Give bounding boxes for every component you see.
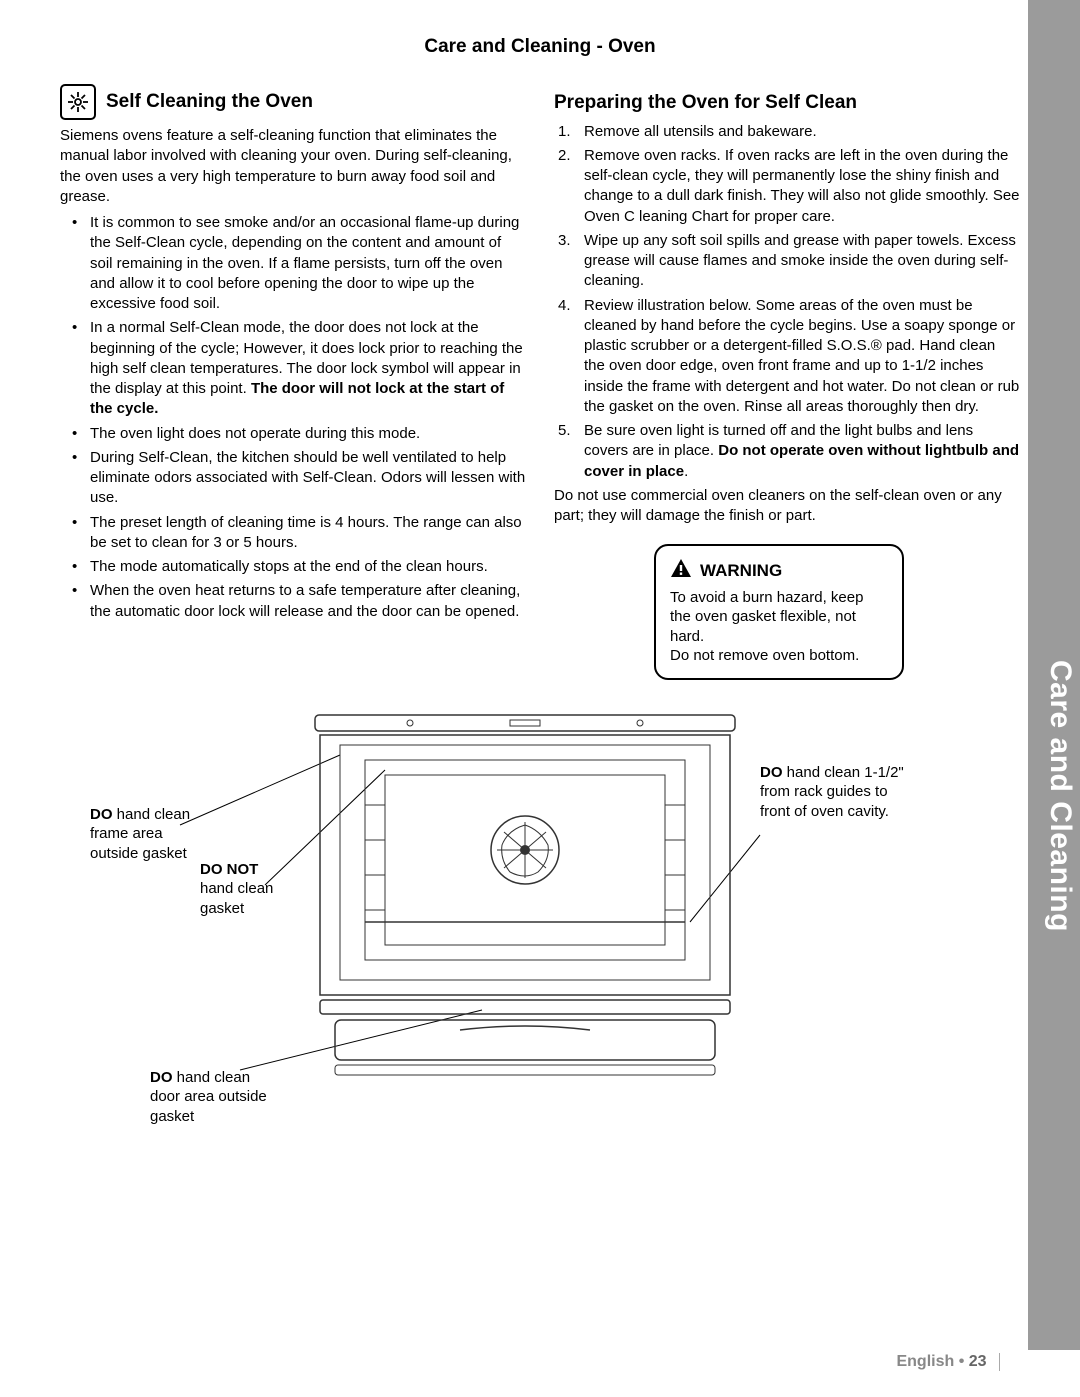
left-column: Self Cleaning the Oven Siemens ovens fea… — [60, 84, 526, 680]
footer-language: English • — [896, 1353, 964, 1370]
footer-page-number: 23 — [969, 1353, 987, 1370]
self-clean-icon — [60, 84, 96, 120]
callout-rack-guides: DO hand clean 1-1/2" from rack guides to… — [760, 763, 910, 822]
self-clean-intro: Siemens ovens feature a self-cleaning fu… — [60, 126, 526, 207]
warning-icon — [670, 558, 692, 584]
warning-line-2: Do not remove oven bottom. — [670, 646, 888, 666]
callout-frame: DO hand clean frame area outside gasket — [90, 805, 200, 864]
prepare-steps: 1.Remove all utensils and bakeware. 2.Re… — [554, 122, 1020, 482]
self-clean-heading-row: Self Cleaning the Oven — [60, 84, 526, 120]
warning-line-1: To avoid a burn hazard, keep the oven ga… — [670, 588, 888, 647]
step-3: 3.Wipe up any soft soil spills and greas… — [554, 231, 1020, 292]
bullet-2: In a normal Self-Clean mode, the door do… — [60, 318, 526, 419]
two-column-layout: Self Cleaning the Oven Siemens ovens fea… — [60, 84, 1020, 680]
prepare-outro: Do not use commercial oven cleaners on t… — [554, 486, 1020, 527]
callout-gasket: DO NOT hand clean gasket — [200, 860, 280, 919]
bullet-1: It is common to see smoke and/or an occa… — [60, 213, 526, 314]
oven-diagram — [310, 710, 740, 1080]
page-footer: English • 23 — [896, 1353, 1000, 1371]
right-column: Preparing the Oven for Self Clean 1.Remo… — [554, 84, 1020, 680]
step-1: 1.Remove all utensils and bakeware. — [554, 122, 1020, 142]
page-header: Care and Cleaning - Oven — [60, 36, 1020, 58]
self-clean-bullets: It is common to see smoke and/or an occa… — [60, 213, 526, 622]
step-5: 5.Be sure oven light is turned off and t… — [554, 421, 1020, 482]
page-content: Care and Cleaning - Oven — [0, 0, 1080, 1180]
warning-box: WARNING To avoid a burn hazard, keep the… — [654, 544, 904, 680]
step-2: 2.Remove oven racks. If oven racks are l… — [554, 146, 1020, 227]
bullet-5: The preset length of cleaning time is 4 … — [60, 513, 526, 554]
oven-illustration: DO hand clean frame area outside gasket … — [60, 710, 1020, 1140]
bullet-7: When the oven heat returns to a safe tem… — [60, 581, 526, 622]
prepare-title: Preparing the Oven for Self Clean — [554, 90, 1020, 116]
step-4: 4.Review illustration below. Some areas … — [554, 296, 1020, 418]
bullet-3: The oven light does not operate during t… — [60, 424, 526, 444]
warning-title: WARNING — [700, 560, 782, 582]
self-clean-title: Self Cleaning the Oven — [106, 89, 313, 115]
bullet-4: During Self-Clean, the kitchen should be… — [60, 448, 526, 509]
bullet-6: The mode automatically stops at the end … — [60, 557, 526, 577]
callout-door: DO hand clean door area outside gasket — [150, 1068, 270, 1127]
